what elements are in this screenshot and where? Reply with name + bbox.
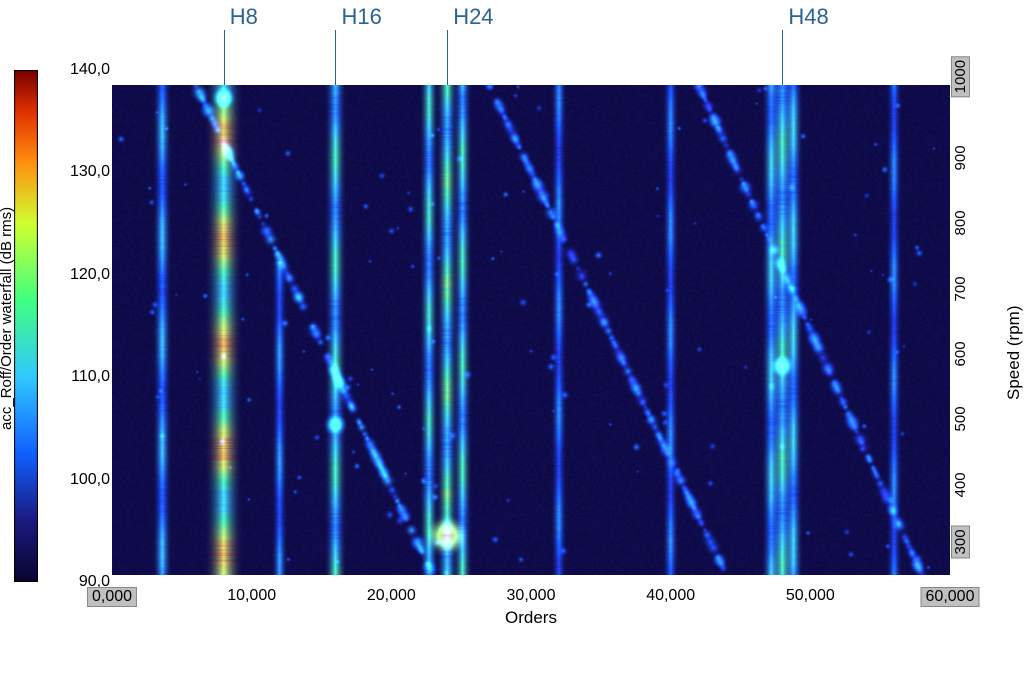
- y-axis-right-label: Speed (rpm): [1004, 306, 1024, 400]
- x-tick: 10,000: [227, 587, 276, 605]
- y-tick-right: 800: [952, 211, 969, 236]
- x-tick: 50,000: [786, 587, 835, 605]
- chart-root: H8 H16 H24 H48 acc_Roff/Order waterfall (dB…: [0, 0, 1024, 679]
- y-tick-left: 110,0: [71, 368, 110, 386]
- y-tick-right: 300: [952, 525, 969, 558]
- annotation-tick: [224, 30, 225, 85]
- x-tick: 30,000: [507, 587, 556, 605]
- annotation-tick: [335, 30, 336, 85]
- x-tick: 20,000: [367, 587, 416, 605]
- y-tick-right: 1000: [952, 56, 969, 97]
- y-axis-left: 90,0100,0110,0120,0130,0140,0: [58, 70, 110, 582]
- x-tick: 40,000: [646, 587, 695, 605]
- y-tick-right: 900: [952, 145, 969, 170]
- x-tick: 60,000: [921, 587, 980, 607]
- y-tick-right: 600: [952, 341, 969, 366]
- spectrogram-canvas: [112, 85, 950, 575]
- y-tick-left: 100,0: [70, 471, 110, 489]
- x-axis: 0,00010,00020,00030,00040,00050,00060,00…: [112, 577, 950, 597]
- annotation-tick: [447, 30, 448, 85]
- y-tick-left: 130,0: [70, 163, 110, 181]
- x-axis-label: Orders: [112, 608, 950, 628]
- colorbar: [14, 70, 38, 582]
- y-tick-right: 700: [952, 276, 969, 301]
- y-tick-right: 500: [952, 407, 969, 432]
- annotation-tick: [782, 30, 783, 85]
- y-tick-left: 140,0: [70, 61, 110, 79]
- colorbar-gradient: [14, 70, 38, 582]
- x-tick: 0,000: [87, 587, 137, 607]
- harmonic-annotation: H48: [788, 4, 828, 30]
- harmonic-annotation: H16: [341, 4, 381, 30]
- y-tick-right: 400: [952, 472, 969, 497]
- colorbar-label: acc_Roff/Order waterfall (dB rms): [0, 207, 15, 430]
- harmonic-annotation: H24: [453, 4, 493, 30]
- plot-area: [112, 85, 950, 575]
- y-axis-right: 3004005006007008009001000: [952, 85, 992, 575]
- y-tick-left: 120,0: [70, 266, 110, 284]
- harmonic-annotation: H8: [230, 4, 258, 30]
